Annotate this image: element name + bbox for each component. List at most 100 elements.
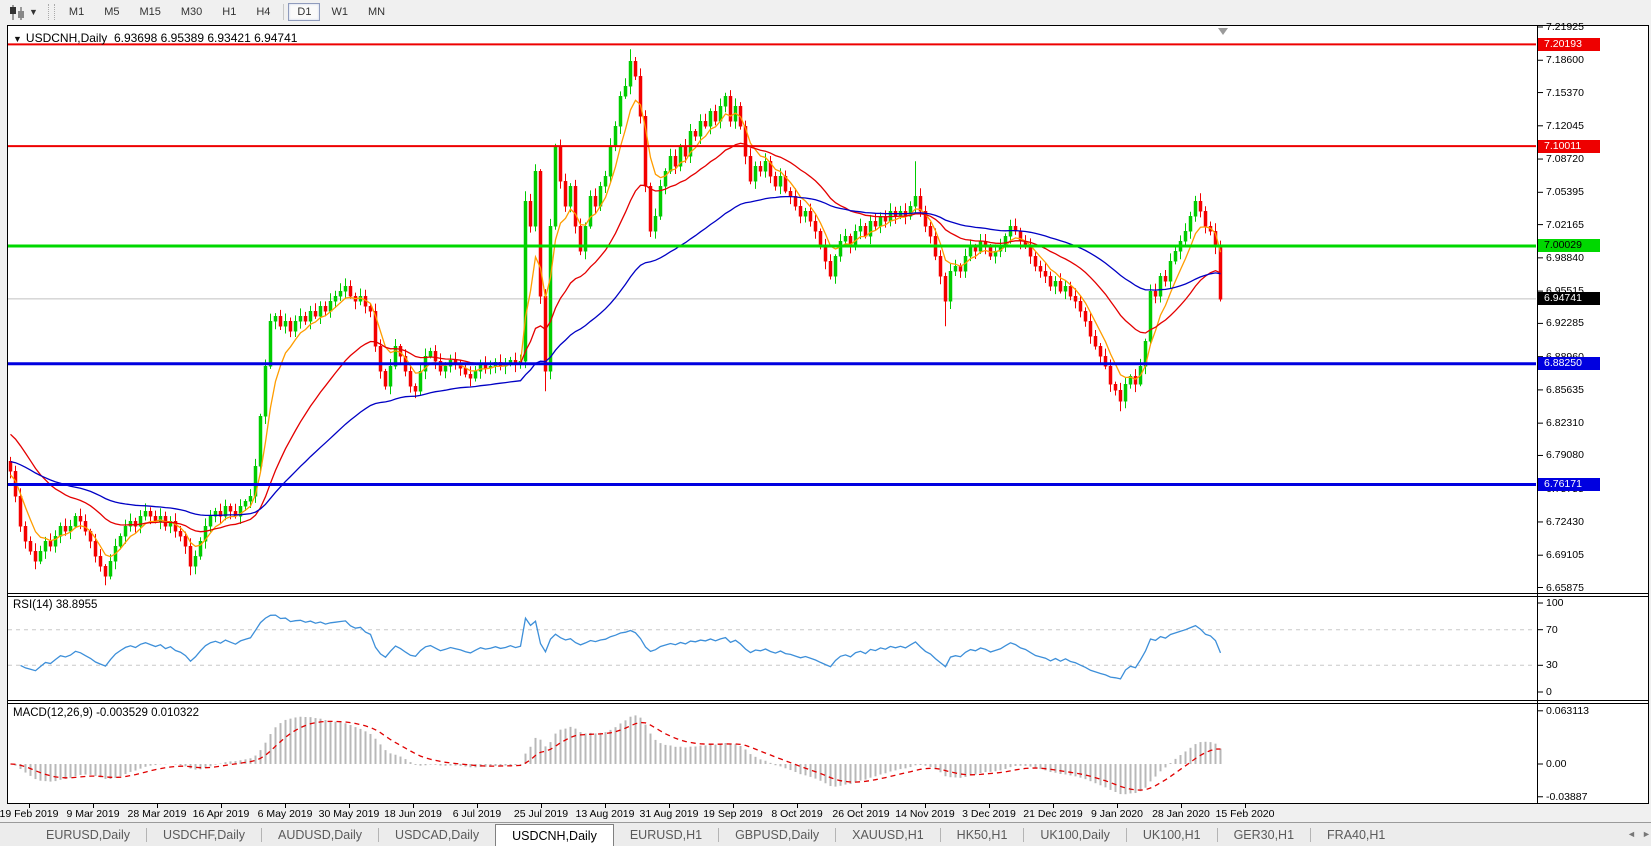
timeframe-button-m1[interactable]: M1 (68, 6, 85, 18)
price-axis-tick-label: 7.02165 (1546, 218, 1584, 231)
rsi-axis-label: 0 (1546, 686, 1552, 698)
date-axis-label: 19 Feb 2019 (0, 808, 59, 820)
date-axis-label: 19 Sep 2019 (703, 808, 763, 820)
tab-audusd-daily[interactable]: AUDUSD,Daily (278, 828, 363, 842)
tab-bar-spacer (0, 823, 30, 846)
timeframe-button-m5[interactable]: M5 (104, 6, 120, 18)
level-price-flag: 7.00029 (1538, 239, 1600, 253)
tab-scroll-right-button[interactable]: ► (1642, 829, 1651, 839)
date-axis-label: 9 Mar 2019 (66, 808, 120, 820)
candlestick-chart-icon (10, 4, 24, 20)
date-axis-label: 15 Feb 2020 (1215, 808, 1275, 820)
timeframe-button-h1[interactable]: H1 (222, 6, 237, 18)
chart-symbol-label: USDCNH,Daily (25, 31, 108, 45)
price-axis-tick-label: 7.18600 (1546, 54, 1584, 67)
date-axis-label: 9 Jan 2020 (1091, 808, 1143, 820)
date-axis-label: 31 Aug 2019 (639, 808, 699, 820)
date-axis-label: 6 May 2019 (257, 808, 313, 820)
tab-divider (939, 828, 941, 842)
macd-axis-label: -0.03887 (1546, 790, 1588, 803)
toolbar-grip[interactable] (47, 4, 55, 20)
level-price-flag: 7.10011 (1538, 139, 1600, 153)
date-axis-label: 21 Dec 2019 (1023, 808, 1083, 820)
timeframe-button-d1[interactable]: D1 (288, 3, 321, 21)
tab-eurusd-daily[interactable]: EURUSD,Daily (46, 828, 131, 842)
timeframe-button-m30[interactable]: M30 (180, 6, 203, 18)
chart-tab-bar: EURUSD,Daily USDCHF,Daily AUDUSD,Daily USDC… (0, 822, 1651, 846)
price-axis-tick-label: 6.79080 (1546, 449, 1584, 462)
tab-divider (835, 828, 837, 842)
level-price-flag: 6.76171 (1538, 478, 1600, 492)
chart-type-button[interactable]: ▼ (0, 3, 44, 22)
chart-ohlc-values: 6.93698 6.95389 6.93421 6.94741 (113, 31, 298, 45)
tab-uk100-h1[interactable]: UK100,H1 (1142, 828, 1201, 842)
macd-axis-label: 0.063113 (1546, 704, 1590, 717)
timeframe-button-mn[interactable]: MN (367, 6, 386, 18)
price-axis-tick-label: 7.08720 (1546, 153, 1584, 166)
rsi-axis-label: 70 (1546, 623, 1558, 636)
date-axis-label: 6 Jul 2019 (452, 808, 502, 820)
date-axis-label: 3 Dec 2019 (962, 808, 1016, 820)
timeframe-button-m15[interactable]: M15 (139, 6, 161, 18)
price-axis-tick-label: 6.72430 (1546, 515, 1584, 528)
tab-divider (378, 828, 380, 842)
date-axis-label: 26 Oct 2019 (832, 808, 890, 820)
tab-usdcnh-daily[interactable]: USDCNH,Daily (495, 824, 614, 846)
macd-header: MACD(12,26,9) -0.003529 0.010322 (13, 707, 199, 719)
date-axis-label: 30 May 2019 (318, 808, 380, 820)
tab-divider (1216, 828, 1218, 842)
timeframe-button-h4[interactable]: H4 (256, 6, 271, 18)
tab-divider (146, 828, 148, 842)
tab-usdcad-daily[interactable]: USDCAD,Daily (395, 828, 480, 842)
tab-fra40-h1[interactable]: FRA40,H1 (1327, 828, 1386, 842)
date-axis-label: 28 Jan 2020 (1152, 808, 1210, 820)
date-axis-label: 14 Nov 2019 (895, 808, 955, 820)
tab-hk50-h1[interactable]: HK50,H1 (956, 828, 1008, 842)
price-axis-tick-label: 7.15370 (1546, 86, 1584, 99)
date-axis-label: 18 Jun 2019 (384, 808, 442, 820)
tab-divider (1310, 828, 1312, 842)
price-axis-tick-label: 6.65875 (1546, 581, 1584, 594)
date-axis-label: 25 Jul 2019 (513, 808, 569, 820)
collapse-triangle-icon[interactable]: ▼ (13, 34, 22, 44)
macd-axis-label: 0.00 (1546, 758, 1567, 770)
rsi-axis-label: 30 (1546, 659, 1558, 672)
current-price-flag: 6.94741 (1538, 292, 1600, 306)
toolbar-separator (283, 4, 285, 20)
price-axis-tick-label: 6.98840 (1546, 251, 1584, 264)
macd-header-label: MACD(12,26,9) -0.003529 0.010322 (13, 707, 200, 719)
rsi-axis-label: 100 (1546, 597, 1564, 609)
tab-eurusd-h1[interactable]: EURUSD,H1 (629, 828, 703, 842)
tab-uk100-daily[interactable]: UK100,Daily (1040, 828, 1110, 842)
tab-usdchf-daily[interactable]: USDCHF,Daily (163, 828, 245, 842)
tab-divider (718, 828, 720, 842)
date-axis-label: 13 Aug 2019 (575, 808, 635, 820)
price-axis-tick-label: 6.69105 (1546, 549, 1584, 562)
tab-divider (261, 828, 262, 842)
tab-gbpusd-daily[interactable]: GBPUSD,Daily (735, 828, 820, 842)
tab-divider (1023, 828, 1025, 842)
price-axis-tick-label: 7.05395 (1546, 186, 1584, 199)
price-axis-tick-label: 7.12045 (1546, 119, 1584, 132)
toolbar: ▼ M1 M5 M15 M30 H1 H4 D1 W1 MN (0, 0, 1651, 24)
chevron-down-icon: ▼ (29, 7, 38, 17)
price-axis-tick-label: 6.92285 (1546, 317, 1584, 330)
tab-scroll-left-button[interactable]: ◄ (1627, 829, 1636, 839)
price-axis-tick-label: 7.21925 (1546, 21, 1584, 33)
price-axis-tick-label: 6.82310 (1546, 417, 1584, 430)
date-axis-label: 28 Mar 2019 (127, 808, 187, 820)
date-axis-label: 16 Apr 2019 (192, 808, 250, 820)
date-axis-label: 8 Oct 2019 (771, 808, 823, 820)
timeframe-buttons: M1 M5 M15 M30 H1 H4 D1 W1 MN (59, 3, 395, 21)
rsi-header: RSI(14) 38.8955 (13, 599, 97, 611)
chart-title: ▼ USDCNH,Daily 6.93698 6.95389 6.93421 6.… (13, 31, 297, 45)
level-price-flag: 6.88250 (1538, 357, 1600, 371)
price-axis-tick-label: 6.85635 (1546, 383, 1584, 396)
level-price-flag: 7.20193 (1538, 37, 1600, 51)
tab-xauusd-h1[interactable]: XAUUSD,H1 (852, 828, 924, 842)
timeframe-button-w1[interactable]: W1 (331, 6, 348, 18)
tab-ger30-h1[interactable]: GER30,H1 (1233, 828, 1295, 842)
rsi-header-label: RSI(14) 38.8955 (13, 599, 98, 611)
